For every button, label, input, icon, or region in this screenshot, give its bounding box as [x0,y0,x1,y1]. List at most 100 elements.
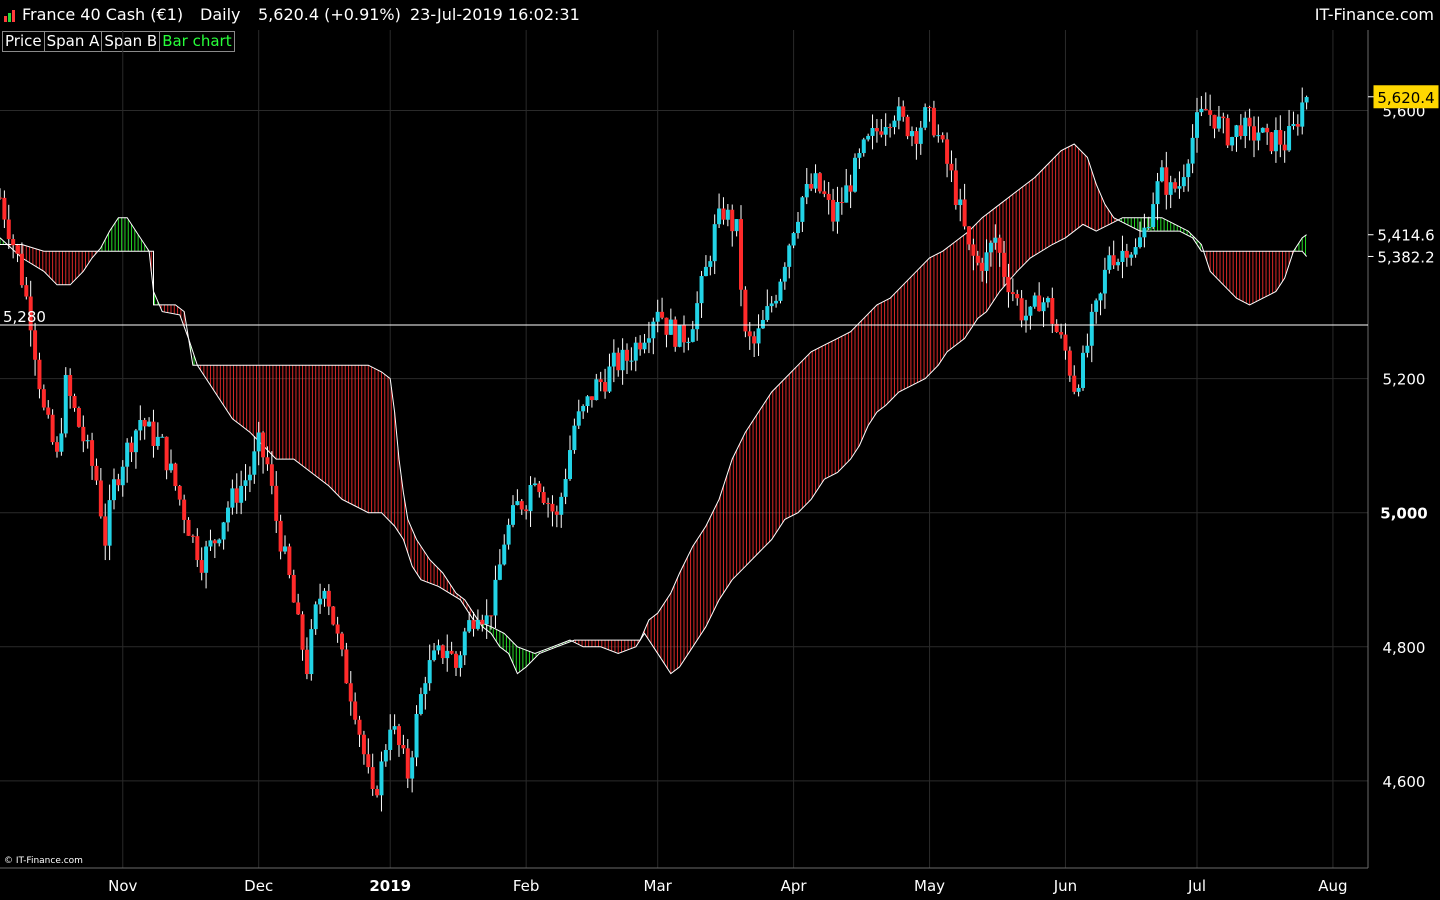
candle-down [747,331,752,337]
candle-up [322,590,327,599]
candle-down [37,359,42,390]
candle-down [164,436,169,471]
legend-bar-chart[interactable]: Bar chart [159,31,235,52]
candle-down [296,602,301,615]
candle-down [822,191,827,194]
candle-down [278,520,283,552]
candle-down [1010,292,1015,295]
candle-up [984,252,989,271]
candle-up [1195,112,1199,138]
candle-up [243,480,248,486]
candle-up [1304,97,1309,103]
candle-down [660,311,665,318]
candle-down [291,574,296,603]
candle-down [1221,116,1226,119]
candle-up [1045,297,1050,303]
candle-down [151,421,156,446]
candle-down [949,163,954,171]
candle-down [839,202,844,204]
candle-down [1006,276,1011,293]
legend-span-b[interactable]: Span B [101,31,161,52]
candle-up [427,660,432,684]
reference-line-label: 5,280 [3,308,46,326]
candle-up [760,319,765,329]
candle-up [221,522,226,540]
candle-up [1177,186,1182,189]
candle-down [953,170,958,206]
candle-down [326,590,331,607]
candle-up [1120,250,1125,262]
candle-up [787,245,792,267]
candle-up [585,396,590,407]
candle-down [19,253,24,286]
candle-up [923,107,928,128]
candle-up [383,749,388,762]
candle-down [480,619,485,625]
candle-down [524,509,529,512]
candle-up [410,757,415,779]
candle-up [655,311,660,322]
candle-up [423,683,428,695]
candle-up [1081,352,1085,388]
price-badge-label: 5,620.4 [1377,89,1434,107]
candle-down [1282,144,1287,151]
candle-down [116,479,121,486]
candle-up [651,321,656,339]
x-tick-label: Dec [244,877,273,895]
y-tick-label: 5,000 [1380,505,1427,523]
candle-up [1300,102,1305,127]
candle-up [690,329,695,342]
candle-down [0,197,2,199]
candle-up [703,266,708,277]
candle-down [826,193,831,200]
candle-up [1142,227,1147,238]
candle-up [892,120,897,128]
candle-down [905,116,910,137]
candle-down [682,325,686,343]
candle-down [673,319,678,347]
bars-logo-icon [4,10,16,22]
x-tick-label: Aug [1318,877,1347,895]
candle-down [980,262,985,271]
candle-up [432,650,437,661]
candle-down [1164,167,1169,195]
legend-span-a[interactable]: Span A [43,31,103,52]
candle-down [546,502,551,504]
candle-up [756,328,761,344]
price-badge-label: 5,382.2 [1377,248,1434,266]
candle-up [256,432,261,452]
candle-up [484,615,489,625]
candle-down [743,289,748,332]
candle-up [936,135,941,137]
candle-down [6,219,11,240]
candle-down [471,620,476,629]
x-tick-label: May [914,877,945,895]
candle-down [1063,334,1068,351]
candle-up [1028,306,1033,316]
candle-down [945,139,950,164]
candle-up [204,546,209,573]
candle-up [125,442,130,467]
candle-down [15,245,20,254]
candle-down [975,255,980,263]
candle-down [888,126,893,128]
x-tick-label: Nov [108,877,137,895]
candle-up [765,306,770,320]
candle-up [1168,182,1173,195]
candle-down [81,426,86,442]
candle-down [454,653,458,668]
candle-down [1111,255,1116,266]
candle-up [699,276,704,304]
candle-up [497,564,502,580]
candle-up [1094,300,1099,312]
candle-down [129,442,134,453]
candle-down [370,767,375,790]
candle-down [638,342,643,350]
candle-down [489,615,494,617]
candle-down [1050,297,1055,324]
legend-price[interactable]: Price [2,31,45,52]
candle-up [239,485,244,503]
candle-down [1037,295,1042,312]
candle-up [217,539,222,544]
